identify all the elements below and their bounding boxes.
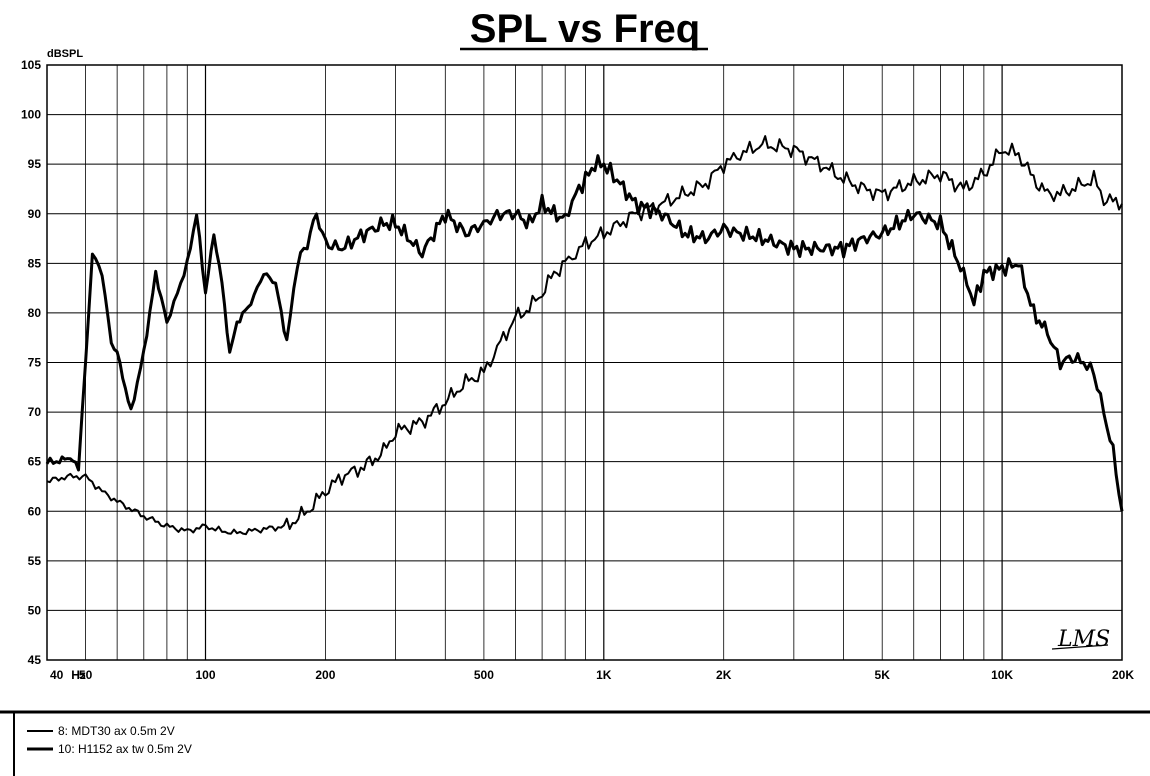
signature-underline — [1051, 644, 1109, 650]
y-tick-label-55: 55 — [28, 554, 42, 568]
y-tick-label-65: 65 — [28, 455, 42, 469]
x-tick-label-6: 1K — [596, 668, 612, 682]
legend-label-1: 10: H1152 ax tw 0.5m 2V — [58, 742, 192, 756]
y-axis-label: dBSPL — [47, 48, 83, 60]
x-tick-label-5: 500 — [474, 668, 494, 682]
x-tick-label-8: 5K — [875, 668, 891, 682]
series-layer — [45, 135, 1124, 536]
y-tick-label-75: 75 — [28, 356, 42, 370]
series-line-1 — [45, 154, 1124, 512]
x-tick-label-4: 200 — [315, 668, 335, 682]
legend-label-0: 8: MDT30 ax 0.5m 2V — [58, 724, 175, 738]
series-line-0 — [46, 135, 1123, 536]
y-tick-label-85: 85 — [28, 256, 42, 270]
grid-major — [47, 65, 1122, 660]
y-tick-labels: 105 100 95 90 85 80 75 70 65 60 55 50 45 — [21, 58, 41, 667]
y-tick-label-45: 45 — [28, 653, 42, 667]
y-tick-label-60: 60 — [28, 504, 42, 518]
x-tick-label-9: 10K — [991, 668, 1013, 682]
x-tick-label-1: Hz — [71, 668, 86, 682]
x-tick-label-7: 2K — [716, 668, 732, 682]
signature: LMS — [1051, 627, 1110, 652]
x-tick-label-3: 100 — [195, 668, 215, 682]
y-tick-label-100: 100 — [21, 108, 41, 122]
y-tick-label-70: 70 — [28, 405, 42, 419]
legend: 8: MDT30 ax 0.5m 2V 10: H1152 ax tw 0.5m … — [27, 724, 192, 756]
plot-frame — [46, 64, 1123, 661]
y-tick-label-90: 90 — [28, 207, 42, 221]
y-tick-label-80: 80 — [28, 306, 42, 320]
x-tick-label-0: 40 — [50, 668, 64, 682]
chart-title: SPL vs Freq — [470, 7, 700, 51]
y-tick-label-105: 105 — [21, 58, 41, 72]
y-tick-label-95: 95 — [28, 157, 42, 171]
x-tick-label-10: 20K — [1112, 668, 1134, 682]
y-tick-label-50: 50 — [28, 603, 42, 617]
x-tick-label-2: 50 — [79, 668, 93, 682]
